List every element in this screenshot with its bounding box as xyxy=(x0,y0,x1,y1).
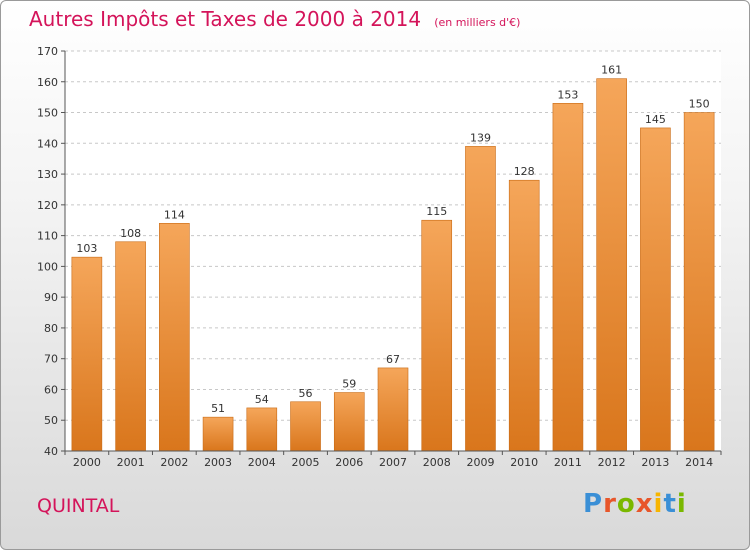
logo-letter: r xyxy=(603,489,617,519)
y-tick-label: 90 xyxy=(44,291,58,304)
bar-2006 xyxy=(333,392,365,452)
logo-letter: o xyxy=(616,489,636,519)
commune-name: QUINTAL xyxy=(37,495,120,517)
bar-2007 xyxy=(377,367,409,452)
x-tick-label-2009: 2009 xyxy=(466,456,494,469)
data-label-2001: 108 xyxy=(120,227,141,240)
y-tick-label: 120 xyxy=(37,199,58,212)
x-tick-label-2013: 2013 xyxy=(641,456,669,469)
bar-2011 xyxy=(552,103,584,452)
data-label-2012: 161 xyxy=(601,64,622,77)
y-tick-label: 110 xyxy=(37,230,58,243)
bar-2010 xyxy=(508,179,540,452)
x-tick-label-2014: 2014 xyxy=(685,456,713,469)
y-tick-label: 160 xyxy=(37,76,58,89)
x-tick-label-2008: 2008 xyxy=(423,456,451,469)
x-tick-label-2011: 2011 xyxy=(554,456,582,469)
bar-2001 xyxy=(115,241,146,452)
data-label-2000: 103 xyxy=(76,242,97,255)
bar-2000 xyxy=(71,256,103,452)
data-label-2014: 150 xyxy=(689,98,710,111)
data-label-2003: 51 xyxy=(211,402,225,415)
axes xyxy=(61,50,722,455)
x-tick-label-2010: 2010 xyxy=(510,456,538,469)
bar-2003 xyxy=(202,416,234,452)
y-tick-label: 70 xyxy=(44,353,58,366)
y-tick-label: 100 xyxy=(37,260,58,273)
bar-2004 xyxy=(246,407,278,452)
bar-2005 xyxy=(290,401,321,452)
bars xyxy=(71,78,715,452)
data-label-2007: 67 xyxy=(386,353,400,366)
x-tick-label-2006: 2006 xyxy=(335,456,363,469)
chart-subtitle: (en milliers d'€) xyxy=(434,16,521,29)
x-tick-label-2001: 2001 xyxy=(117,456,145,469)
x-tick-label-2003: 2003 xyxy=(204,456,232,469)
proxiti-logo: Proxiti xyxy=(583,489,687,519)
bar-2008 xyxy=(421,219,453,452)
chart-header: Autres Impôts et Taxes de 2000 à 2014 (e… xyxy=(29,7,520,31)
y-tick-label: 170 xyxy=(37,45,58,58)
bar-2002 xyxy=(159,223,190,452)
data-label-2008: 115 xyxy=(426,205,447,218)
data-label-2004: 54 xyxy=(255,393,269,406)
chart-title: Autres Impôts et Taxes de 2000 à 2014 xyxy=(29,7,422,31)
data-label-2005: 56 xyxy=(299,387,313,400)
y-tick-label: 50 xyxy=(44,414,58,427)
bar-2012 xyxy=(596,78,627,452)
logo-letter: t xyxy=(663,489,677,519)
x-tick-label-2002: 2002 xyxy=(160,456,188,469)
x-tick-label-2000: 2000 xyxy=(73,456,101,469)
y-tick-label: 150 xyxy=(37,107,58,120)
y-tick-label: 80 xyxy=(44,322,58,335)
bar-2013 xyxy=(640,127,671,452)
bar-2009 xyxy=(465,146,496,452)
data-label-2013: 145 xyxy=(645,113,666,126)
x-tick-label-2012: 2012 xyxy=(598,456,626,469)
x-tick-label-2004: 2004 xyxy=(248,456,276,469)
labels: 40 50 60 70 80 90 100 110 120 130 140 150 160 170 103 2… xyxy=(37,45,713,469)
data-label-2010: 128 xyxy=(514,165,535,178)
logo-letter: x xyxy=(635,489,654,519)
data-label-2009: 139 xyxy=(470,131,491,144)
data-label-2011: 153 xyxy=(557,88,578,101)
data-label-2006: 59 xyxy=(342,378,356,391)
logo-letter: i xyxy=(653,489,664,519)
y-tick-label: 40 xyxy=(44,445,58,458)
y-tick-label: 60 xyxy=(44,383,58,396)
bar-2014 xyxy=(683,112,715,452)
y-tick-label: 140 xyxy=(37,137,58,150)
data-label-2002: 114 xyxy=(164,208,185,221)
logo-letter: i xyxy=(676,489,687,519)
x-tick-label-2007: 2007 xyxy=(379,456,407,469)
logo-letter: P xyxy=(583,489,604,519)
x-tick-label-2005: 2005 xyxy=(292,456,320,469)
y-tick-label: 130 xyxy=(37,168,58,181)
